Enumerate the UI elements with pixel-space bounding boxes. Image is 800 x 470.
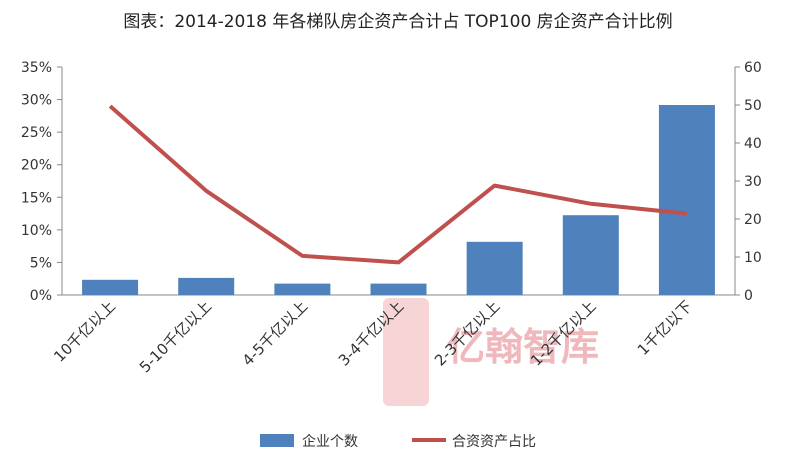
left-tick-label: 20% [21,158,52,174]
right-axis: 0 10 20 30 40 50 60 [735,60,762,304]
plot-area [61,67,736,296]
legend-line-label: 合资资产占比 [452,434,536,450]
left-tick-label: 25% [21,125,52,141]
series-line [108,104,688,265]
watermark-logo [383,298,429,406]
right-tick-label: 30 [744,174,762,190]
left-tick-label: 5% [30,255,52,271]
bar [178,277,235,295]
bar [562,215,619,295]
category-label: 4-5千亿以上 [239,297,311,369]
category-label: 1千亿以下 [634,297,696,359]
watermark: 亿翰智库 [383,298,599,406]
left-tick-label: 35% [21,60,52,76]
bar [466,241,523,295]
left-axis: 0% 5% 10% 15% 20% 25% 30% 35% [21,60,62,304]
left-tick-label: 15% [21,190,52,206]
left-tick-label: 10% [21,223,52,239]
right-tick-label: 60 [744,60,762,76]
legend-bar-swatch [260,434,294,447]
category-label: 10千亿以上 [50,297,119,366]
bar [82,279,139,295]
bar [370,283,427,295]
right-tick-label: 50 [744,98,762,114]
legend: 企业个数 合资资产占比 [260,433,536,450]
right-tick-label: 10 [744,250,762,266]
legend-bar-label: 企业个数 [302,433,358,450]
left-tick-label: 0% [30,288,52,304]
bar [658,105,715,295]
right-tick-label: 0 [744,288,753,304]
bar [274,283,331,295]
left-tick-label: 30% [21,93,52,109]
category-label: 5-10千亿以上 [136,297,215,376]
chart-title: 图表：2014-2018 年各梯队房企资产合计占 TOP100 房企资产合计比例 [123,12,672,32]
watermark-text: 亿翰智库 [447,325,599,369]
right-tick-label: 20 [744,212,762,228]
right-tick-label: 40 [744,136,762,152]
